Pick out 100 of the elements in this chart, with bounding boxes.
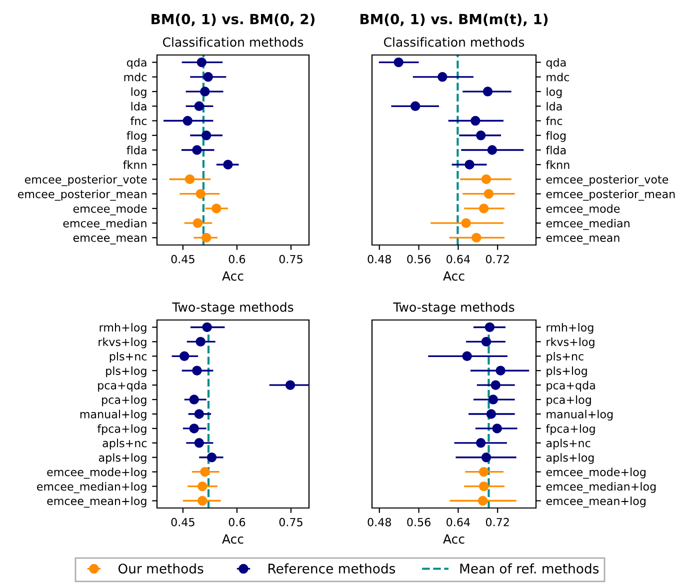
point bbox=[192, 145, 202, 155]
y-tick-label: emcee_posterior_vote bbox=[24, 175, 147, 186]
x-tick-label: 0.75 bbox=[279, 254, 302, 264]
x-axis-title: Acc bbox=[443, 271, 464, 281]
y-tick-label: pls+log bbox=[106, 366, 146, 378]
x-tick-label: 0.45 bbox=[171, 254, 194, 264]
y-tick-label: emcee_posterior_mean bbox=[18, 190, 146, 201]
point bbox=[438, 72, 448, 82]
point bbox=[478, 496, 488, 506]
x-tick-label: 0.45 bbox=[171, 518, 194, 526]
point bbox=[482, 86, 493, 96]
y-tick-label: apls+log bbox=[98, 453, 146, 464]
point bbox=[486, 409, 496, 419]
x-tick-label: 0.56 bbox=[407, 518, 430, 526]
y-tick-label: flog bbox=[126, 131, 146, 142]
point bbox=[478, 466, 489, 477]
x-tick-label: 0.6 bbox=[228, 518, 246, 526]
y-tick-label: pls+nc bbox=[110, 352, 147, 363]
y-tick-label: flda bbox=[126, 146, 146, 154]
y-tick-label: manual+log bbox=[546, 410, 613, 421]
x-tick-label: 0.64 bbox=[446, 254, 470, 264]
chart-subtitle: BM(0, 1) vs. BM(m(t), 1) bbox=[360, 14, 548, 26]
point bbox=[200, 86, 210, 96]
point bbox=[492, 424, 502, 434]
y-tick-label: flog bbox=[546, 131, 566, 142]
legend-label: Reference methods bbox=[268, 563, 396, 574]
x-tick-label: 0.75 bbox=[279, 518, 302, 526]
point bbox=[182, 116, 192, 126]
y-tick-label: qda bbox=[126, 58, 146, 69]
y-tick-label: emcee_posterior_mean bbox=[546, 190, 675, 201]
y-tick-label: fknn bbox=[123, 160, 146, 169]
point bbox=[206, 452, 217, 462]
y-tick-label: mdc bbox=[124, 72, 147, 82]
point bbox=[478, 204, 489, 214]
point bbox=[484, 188, 494, 199]
y-tick-label: log bbox=[131, 87, 146, 98]
chart-title: Classification methods bbox=[162, 37, 304, 47]
x-tick-label: 0.64 bbox=[446, 518, 470, 526]
point bbox=[476, 130, 486, 140]
y-tick-label: rmh+log bbox=[546, 323, 594, 334]
legend-label: Our methods bbox=[118, 563, 204, 574]
y-tick-label: emcee_mode bbox=[73, 204, 147, 216]
point bbox=[184, 174, 195, 184]
x-axis-title: Acc bbox=[222, 534, 244, 544]
point bbox=[481, 174, 492, 184]
y-tick-label: pca+qda bbox=[546, 380, 595, 392]
point bbox=[472, 232, 482, 243]
point bbox=[285, 380, 296, 390]
point bbox=[496, 366, 506, 376]
y-tick-label: lda bbox=[546, 102, 562, 111]
x-tick-label: 0.48 bbox=[368, 254, 391, 264]
y-tick-label: emcee_mean bbox=[73, 236, 146, 244]
x-axis-title: Acc bbox=[443, 534, 464, 544]
y-tick-label: emcee_median+log bbox=[36, 482, 146, 494]
x-tick-label: 0.72 bbox=[486, 254, 509, 264]
y-tick-label: apls+nc bbox=[546, 438, 590, 450]
point bbox=[464, 160, 474, 170]
point bbox=[476, 438, 486, 448]
y-tick-label: emcee_mode+log bbox=[47, 468, 146, 479]
point bbox=[189, 394, 199, 404]
point bbox=[202, 322, 212, 332]
point bbox=[200, 466, 210, 477]
y-tick-label: qda bbox=[546, 58, 566, 69]
x-tick-label: 0.48 bbox=[368, 518, 391, 526]
y-tick-label: emcee_median bbox=[546, 218, 630, 230]
chart-title: Classification methods bbox=[384, 37, 524, 47]
point bbox=[462, 351, 472, 362]
y-tick-label: pca+qda bbox=[98, 380, 146, 392]
point bbox=[196, 57, 207, 68]
y-tick-label: emcee_mean+log bbox=[47, 496, 146, 508]
point bbox=[410, 101, 420, 112]
x-tick-label: 0.6 bbox=[228, 254, 246, 264]
y-tick-label: rkvs+log bbox=[98, 337, 146, 348]
point bbox=[192, 366, 202, 376]
y-tick-label: pls+log bbox=[546, 366, 587, 378]
point bbox=[203, 72, 214, 82]
y-tick-label: fpca+log bbox=[97, 424, 146, 435]
chart-subtitle: BM(0, 1) vs. BM(0, 2) bbox=[152, 14, 314, 26]
point bbox=[394, 57, 404, 68]
y-tick-label: emcee_mode bbox=[546, 204, 620, 216]
y-tick-label: pca+log bbox=[546, 395, 591, 406]
y-tick-label: apls+nc bbox=[102, 438, 147, 450]
y-tick-label: apls+log bbox=[546, 453, 594, 464]
legend-label: Mean of ref. methods bbox=[460, 563, 599, 574]
point bbox=[198, 481, 208, 492]
point bbox=[490, 380, 500, 390]
y-tick-label: fnc bbox=[130, 116, 147, 126]
y-tick-label: pls+nc bbox=[546, 352, 584, 363]
y-tick-label: flda bbox=[546, 146, 566, 154]
point bbox=[196, 336, 206, 347]
point bbox=[194, 438, 204, 448]
point bbox=[198, 496, 208, 506]
y-tick-label: emcee_mode+log bbox=[546, 468, 646, 479]
point bbox=[484, 322, 495, 332]
y-tick-label: mdc bbox=[546, 72, 570, 82]
point bbox=[470, 116, 480, 126]
y-tick-label: emcee_median+log bbox=[546, 482, 656, 494]
y-tick-label: pca+log bbox=[102, 395, 146, 406]
y-tick-label: fpca+log bbox=[546, 424, 595, 435]
y-tick-label: fknn bbox=[546, 160, 570, 169]
